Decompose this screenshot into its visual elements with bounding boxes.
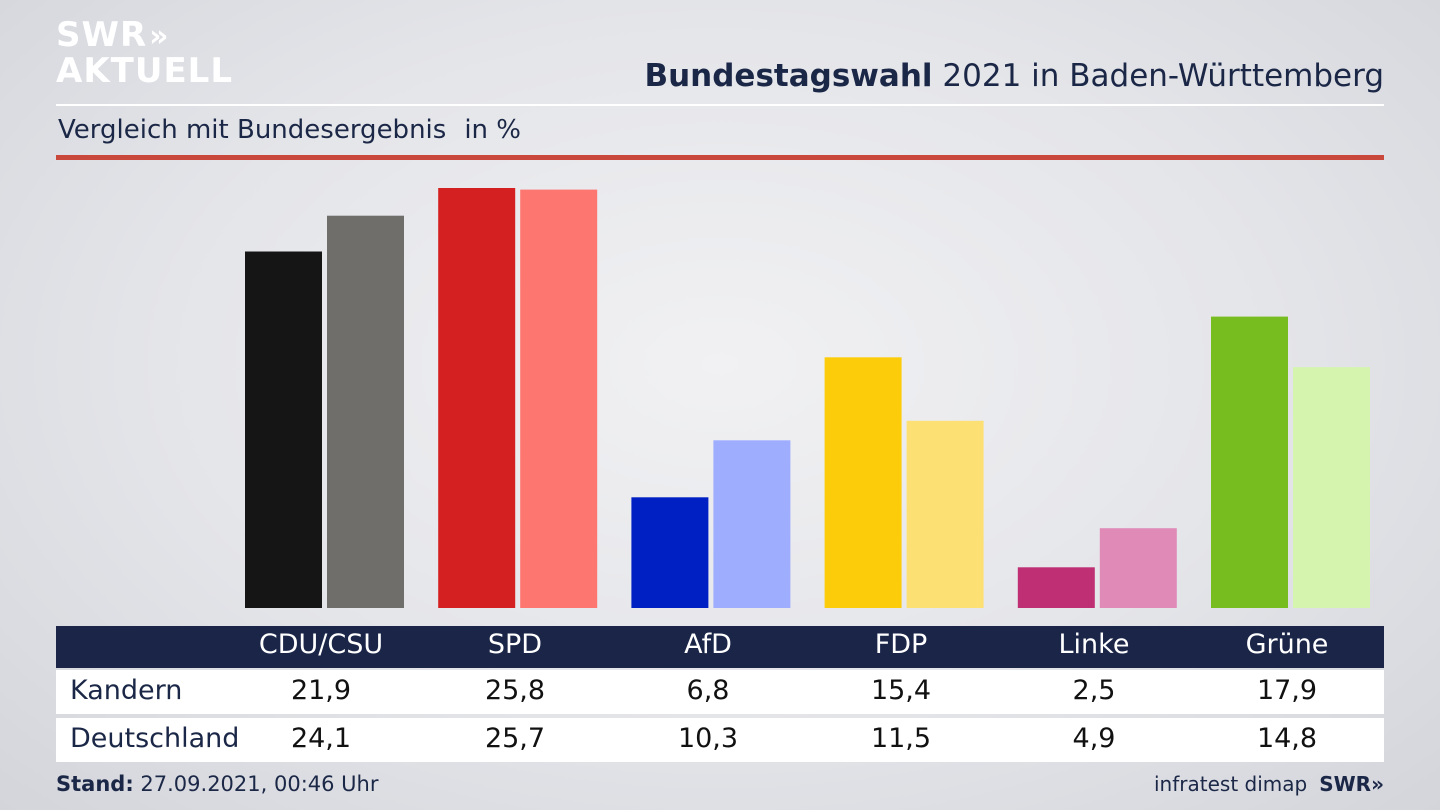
swr-aktuell-logo: SWR» AKTUELL	[56, 18, 233, 88]
bar-afd-deutschland	[713, 440, 791, 608]
logo-line2: AKTUELL	[56, 51, 234, 91]
header-spd: SPD	[487, 629, 543, 660]
table-cell: 25,8	[484, 675, 546, 706]
bar-afd-kandern	[631, 497, 709, 608]
page-title: Bundestagswahl 2021 in Baden-Württemberg	[644, 58, 1384, 94]
stand-label: Stand:	[56, 772, 134, 796]
accent-divider	[56, 155, 1384, 160]
title-rest: 2021 in Baden-Württemberg	[932, 58, 1384, 94]
bar-linke-deutschland	[1099, 528, 1177, 608]
table-cell: 6,8	[686, 675, 730, 706]
bar-gr-ne-deutschland	[1293, 367, 1370, 608]
table-cell: 14,8	[1256, 723, 1318, 754]
header-fdp: FDP	[874, 629, 928, 660]
source-credit: infratest dimap SWR»	[1154, 772, 1384, 796]
table-cell: 4,9	[1072, 723, 1116, 754]
stand-value: 27.09.2021, 00:46 Uhr	[133, 772, 379, 796]
table-header-row: CDU/CSU SPD AfD FDP Linke Grüne	[56, 626, 1384, 668]
subtitle-unit: in %	[464, 115, 521, 145]
table-cell: 11,5	[870, 723, 932, 754]
table-cell: 24,1	[290, 723, 352, 754]
table-cell: 21,9	[290, 675, 352, 706]
table-row: Kandern 21,9 25,8 6,8 15,4 2,5 17,9	[56, 670, 1384, 714]
chart-subtitle: Vergleich mit Bundesergebnis in %	[58, 115, 521, 145]
table-cell: 10,3	[677, 723, 739, 754]
bar-cdu-csu-deutschland	[327, 215, 404, 608]
table-cell: 2,5	[1072, 675, 1116, 706]
table-cell: 25,7	[484, 723, 546, 754]
source-text: infratest dimap	[1154, 772, 1308, 796]
bar-spd-deutschland	[520, 189, 598, 608]
subtitle-text: Vergleich mit Bundesergebnis	[58, 115, 447, 145]
title-bold: Bundestagswahl	[644, 58, 933, 94]
bar-gr-ne-kandern	[1211, 316, 1288, 608]
header-cdu-csu: CDU/CSU	[258, 629, 384, 660]
bar-fdp-deutschland	[906, 420, 984, 608]
logo-line1: SWR	[56, 15, 148, 55]
row-label: Deutschland	[70, 723, 240, 754]
bar-spd-kandern	[438, 188, 516, 608]
header-linke: Linke	[1058, 629, 1130, 660]
bar-linke-kandern	[1017, 567, 1095, 608]
bar-fdp-kandern	[824, 357, 902, 608]
header-afd: AfD	[684, 629, 732, 660]
table-cell: 15,4	[870, 675, 932, 706]
results-table: CDU/CSU SPD AfD FDP Linke Grüne Kandern …	[56, 626, 1384, 762]
header-divider	[56, 104, 1384, 106]
bar-cdu-csu-kandern	[245, 251, 322, 608]
swr-brand-logo: SWR»	[1319, 772, 1384, 796]
header-gruene: Grüne	[1245, 629, 1329, 660]
row-label: Kandern	[70, 675, 183, 706]
table-cell: 17,9	[1256, 675, 1318, 706]
timestamp: Stand: 27.09.2021, 00:46 Uhr	[56, 772, 379, 796]
table-row: Deutschland 24,1 25,7 10,3 11,5 4,9 14,8	[56, 718, 1384, 762]
